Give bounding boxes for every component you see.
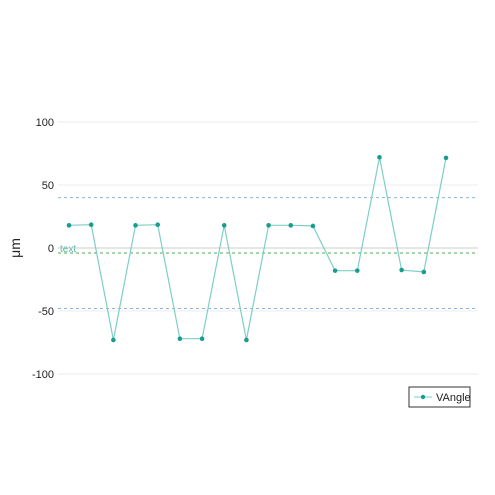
series-points (66, 154, 449, 343)
data-point (133, 223, 138, 228)
reference-line-label: text (60, 244, 76, 255)
legend-marker (420, 394, 426, 400)
data-point (221, 223, 227, 228)
reference-lines: text (58, 197, 478, 309)
y-tick-label: 0 (48, 243, 54, 255)
legend: VAngle (408, 386, 471, 408)
legend-label: VAngle (436, 392, 471, 404)
series-lines (68, 157, 447, 341)
data-point (288, 223, 294, 228)
data-point (177, 336, 183, 342)
data-point (244, 337, 249, 343)
data-point (310, 223, 316, 229)
y-tick-label: -100 (32, 369, 54, 381)
series-line (68, 157, 447, 341)
data-point (354, 268, 360, 273)
y-axis-ticks: 100 50 0 -50 -100 (32, 117, 54, 381)
y-axis-label: μm (7, 238, 23, 258)
data-point (266, 223, 271, 228)
data-point (66, 223, 72, 228)
legend-box (408, 386, 471, 408)
data-point (421, 269, 427, 275)
data-point (377, 154, 382, 160)
y-tick-label: 50 (42, 180, 54, 192)
data-point (155, 222, 161, 227)
data-point (111, 337, 116, 343)
data-point (88, 222, 94, 227)
data-point (199, 336, 205, 342)
data-point (443, 155, 449, 161)
data-point (399, 267, 404, 273)
gridlines (58, 121, 478, 375)
y-tick-label: 100 (36, 117, 54, 129)
y-tick-label: -50 (38, 306, 54, 318)
data-point (332, 268, 338, 273)
